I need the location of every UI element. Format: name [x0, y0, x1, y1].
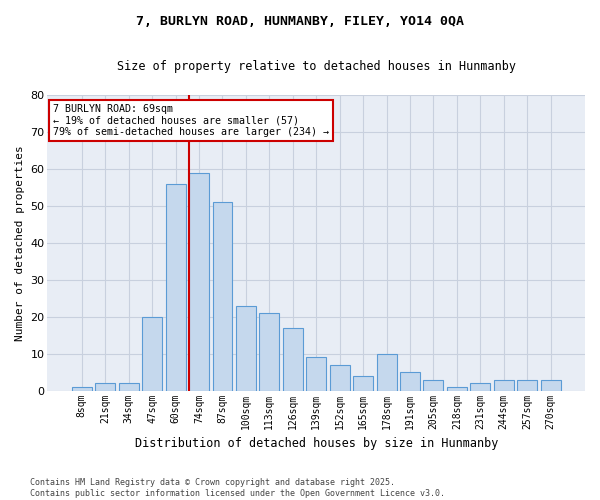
Bar: [283, 328, 303, 390]
Bar: [72, 387, 92, 390]
Text: 7, BURLYN ROAD, HUNMANBY, FILEY, YO14 0QA: 7, BURLYN ROAD, HUNMANBY, FILEY, YO14 0Q…: [136, 15, 464, 28]
Bar: [306, 358, 326, 390]
Text: 7 BURLYN ROAD: 69sqm
← 19% of detached houses are smaller (57)
79% of semi-detac: 7 BURLYN ROAD: 69sqm ← 19% of detached h…: [53, 104, 329, 137]
Y-axis label: Number of detached properties: Number of detached properties: [15, 145, 25, 340]
X-axis label: Distribution of detached houses by size in Hunmanby: Distribution of detached houses by size …: [134, 437, 498, 450]
Bar: [377, 354, 397, 391]
Bar: [259, 313, 280, 390]
Bar: [400, 372, 420, 390]
Bar: [424, 380, 443, 390]
Bar: [212, 202, 232, 390]
Bar: [353, 376, 373, 390]
Bar: [119, 383, 139, 390]
Bar: [95, 383, 115, 390]
Bar: [494, 380, 514, 390]
Text: Contains HM Land Registry data © Crown copyright and database right 2025.
Contai: Contains HM Land Registry data © Crown c…: [30, 478, 445, 498]
Bar: [470, 383, 490, 390]
Bar: [236, 306, 256, 390]
Bar: [447, 387, 467, 390]
Title: Size of property relative to detached houses in Hunmanby: Size of property relative to detached ho…: [117, 60, 516, 73]
Bar: [330, 365, 350, 390]
Bar: [517, 380, 537, 390]
Bar: [541, 380, 560, 390]
Bar: [166, 184, 185, 390]
Bar: [142, 316, 162, 390]
Bar: [189, 172, 209, 390]
